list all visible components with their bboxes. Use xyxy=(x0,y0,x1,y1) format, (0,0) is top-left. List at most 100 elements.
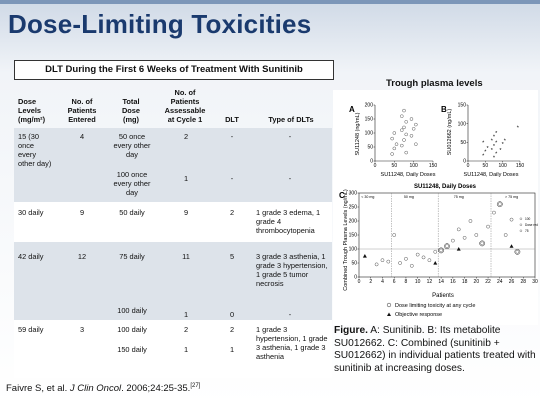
y-tick-label: 100 xyxy=(458,121,467,127)
data-point xyxy=(503,233,508,237)
response-marker xyxy=(509,244,514,248)
panel-b-axes: 0 50 100 150 0 50 100 150 xyxy=(458,103,525,169)
data-point xyxy=(456,227,461,232)
cell-entered: 3 xyxy=(79,325,85,334)
cell-dose-level: 15 (30 once every other day) xyxy=(18,132,52,168)
data-point xyxy=(414,122,418,127)
cell-entered: 4 xyxy=(79,132,85,141)
x-tick-label: 12 xyxy=(427,279,433,285)
figure-heading: Trough plasma levels xyxy=(386,78,483,89)
inset-legend-marker xyxy=(519,217,523,221)
cell-total-dose: 150 daily xyxy=(117,345,147,354)
cell-total-dose: 100 daily xyxy=(117,306,147,315)
data-point xyxy=(462,235,467,240)
table-row xyxy=(14,320,332,378)
response-marker xyxy=(433,261,438,265)
panel-a-points xyxy=(390,108,418,156)
caption-text: A: Sunitinib. B: Its metabolite SU012662… xyxy=(334,325,536,374)
cell-type: 1 grade 3 edema, 1 grade 4 thrombocytope… xyxy=(256,208,321,235)
table-row xyxy=(14,202,332,242)
caption-label: Figure. xyxy=(334,325,368,336)
x-tick-label: 0 xyxy=(467,163,470,169)
cell-dose-level: 42 daily xyxy=(18,252,44,261)
y-tick-label: 50 xyxy=(460,140,466,146)
slide-title: Dose-Limiting Toxicities xyxy=(8,9,312,39)
x-tick-label: 30 xyxy=(532,279,538,285)
header-dlt: DLT xyxy=(225,115,239,124)
x-tick-label: 6 xyxy=(393,279,396,285)
cell-type: - xyxy=(288,132,292,141)
inset-legend-marker xyxy=(519,229,523,233)
panel-c-points xyxy=(362,201,521,268)
data-point xyxy=(411,127,416,131)
data-point xyxy=(497,202,502,207)
x-tick-label: 150 xyxy=(516,163,525,169)
cell-assessable: 2 xyxy=(183,325,189,334)
x-tick-label: 26 xyxy=(509,279,515,285)
cell-dlt: - xyxy=(230,132,234,141)
cell-assessable: 9 xyxy=(183,208,189,217)
data-point: * xyxy=(495,131,498,137)
data-point: * xyxy=(495,140,498,146)
citation-details: . 2006;24:25-35. xyxy=(121,383,191,395)
y-tick-label: 0 xyxy=(370,159,373,165)
dlt-marker xyxy=(438,247,444,254)
citation: Faivre S, et al. J Clin Oncol. 2006;24:2… xyxy=(6,383,200,394)
x-tick-label: 100 xyxy=(498,163,507,169)
data-point: * xyxy=(499,148,502,154)
dlt-marker xyxy=(479,240,486,247)
data-point xyxy=(414,142,418,146)
panel-a-label: A xyxy=(349,105,355,114)
cell-dlt: - xyxy=(230,174,234,183)
x-tick-label: 16 xyxy=(450,279,456,285)
panel-b-label: B xyxy=(441,105,447,114)
data-point xyxy=(380,258,385,263)
table-row xyxy=(14,242,332,320)
cell-total-dose: 100 once every other day xyxy=(113,170,151,197)
x-tick-label: 18 xyxy=(462,279,468,285)
cell-entered: 9 xyxy=(79,208,85,217)
x-tick-label: 4 xyxy=(381,279,384,285)
x-tick-label: 150 xyxy=(429,163,438,169)
y-tick-label: 50 xyxy=(367,145,373,151)
cell-total-dose: 100 daily xyxy=(117,325,147,334)
panel-c-ylabel: Combined Trough Plasma Levels (ng/mL) xyxy=(343,189,349,291)
data-point xyxy=(445,244,449,249)
cell-assessable: 2 xyxy=(183,132,189,141)
data-point xyxy=(492,210,496,215)
citation-authors: Faivre S, et al. xyxy=(6,383,70,395)
data-point: * xyxy=(504,138,507,144)
panel-b-points: **************** xyxy=(482,125,520,161)
cell-total-dose: 75 daily xyxy=(119,252,145,261)
cell-assessable: 1 xyxy=(183,174,189,183)
data-point xyxy=(400,114,404,118)
data-point: * xyxy=(493,144,496,150)
header-patients-assessable: No. of Patients Assessable at Cycle 1 xyxy=(164,88,206,124)
data-point xyxy=(486,224,490,229)
dose-group-label: 75 mg xyxy=(454,195,464,199)
dlt-marker xyxy=(444,243,450,250)
dose-group-label: 50 mg xyxy=(404,195,414,199)
cell-assessable: 1 xyxy=(183,345,189,354)
data-point xyxy=(474,233,479,237)
y-tick-label: 0 xyxy=(354,275,357,281)
x-tick-label: 50 xyxy=(483,163,489,169)
data-point xyxy=(404,120,408,124)
cell-total-dose: 50 daily xyxy=(119,208,145,217)
data-point xyxy=(404,256,408,261)
legend-response-label: Objective response xyxy=(395,312,442,318)
inset-legend-label: 75 xyxy=(525,229,529,233)
data-point: * xyxy=(517,125,520,131)
header-type-of-dlts: Type of DLTs xyxy=(268,115,314,124)
legend-dlt-label: Dose limiting toxicity at any cycle xyxy=(395,303,475,309)
cell-dlt: 0 xyxy=(229,310,235,319)
data-point: * xyxy=(495,152,498,158)
data-point xyxy=(398,261,402,265)
x-tick-label: 0 xyxy=(358,279,361,285)
data-point xyxy=(390,152,394,156)
cell-total-dose: 50 once every other day xyxy=(113,132,151,159)
cell-type: - xyxy=(288,310,292,319)
x-tick-label: 24 xyxy=(497,279,503,285)
y-tick-label: 150 xyxy=(458,103,467,109)
